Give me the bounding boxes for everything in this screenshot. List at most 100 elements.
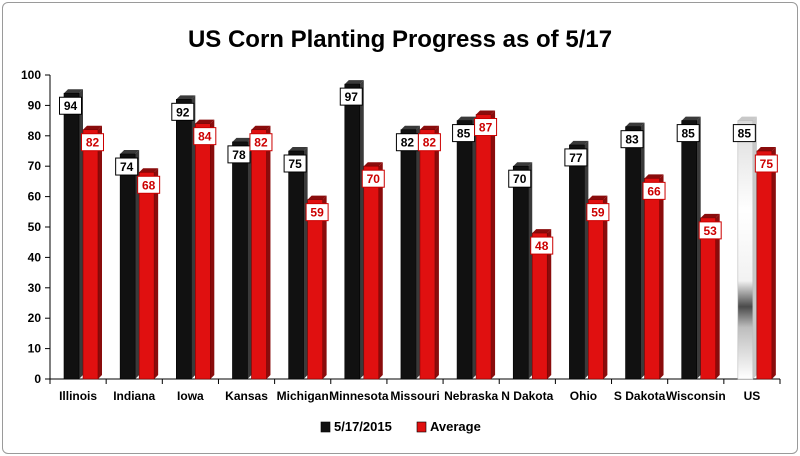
bar-5172015-top — [288, 147, 308, 151]
y-tick-label: 70 — [28, 159, 42, 173]
data-label-average: 70 — [367, 172, 381, 186]
bar-average — [307, 199, 323, 380]
bar-average-side — [210, 119, 215, 379]
data-label-average-box — [249, 133, 273, 152]
data-label-2015: 97 — [345, 90, 359, 104]
bar-average — [138, 171, 155, 380]
legend-label: 5/17/2015 — [334, 419, 392, 434]
bar-5172015-side — [752, 116, 757, 379]
bar-average-top — [307, 195, 327, 200]
bar-5172015 — [119, 153, 136, 380]
y-tick-label: 50 — [28, 220, 42, 234]
y-tick-label: 100 — [21, 68, 41, 82]
data-label-2015: 74 — [120, 160, 134, 174]
legend-label: Average — [430, 419, 481, 434]
data-label-average: 66 — [647, 184, 661, 198]
x-tick-label: Iowa — [177, 389, 204, 403]
bar-5172015-top — [344, 80, 364, 85]
x-tick-label: Michigan — [277, 389, 329, 403]
bar-average — [195, 123, 211, 380]
y-tick-label: 60 — [28, 190, 42, 204]
data-label-average-box — [586, 203, 610, 222]
x-tick-label: Kansas — [225, 389, 268, 403]
data-label-average-box — [530, 236, 554, 255]
data-label-average: 82 — [423, 136, 437, 150]
bar-average-top — [700, 213, 720, 218]
y-tick-label: 0 — [34, 372, 41, 386]
data-label-2015: 77 — [569, 151, 583, 165]
bar-average-side — [659, 174, 664, 379]
data-label-2015-box — [564, 148, 588, 167]
bar-5172015-side — [640, 122, 645, 380]
bar-5172015-top — [457, 116, 477, 121]
chart-title: US Corn Planting Progress as of 5/17 — [188, 26, 612, 53]
bar-average-side — [378, 162, 383, 379]
data-label-2015: 70 — [513, 172, 527, 186]
bar-5172015-side — [303, 147, 308, 379]
bar-5172015-top — [625, 122, 645, 127]
bar-5172015-side — [696, 116, 701, 379]
bar-average-top — [139, 168, 159, 173]
bar-average-top — [756, 147, 776, 151]
data-label-average: 75 — [760, 157, 774, 171]
bar-5172015-side — [415, 125, 420, 379]
y-tick-label: 90 — [28, 98, 42, 112]
bar-average-top — [195, 119, 215, 124]
data-label-average-box — [137, 175, 161, 194]
data-label-average: 82 — [254, 136, 268, 150]
legend-swatch — [416, 421, 427, 433]
bar-5172015-top — [120, 150, 140, 155]
bar-5172015-side — [528, 162, 533, 379]
x-tick-label: Ohio — [570, 389, 597, 403]
bar-average-side — [547, 229, 552, 379]
y-tick-label: 20 — [28, 311, 42, 325]
bar-average-side — [434, 125, 439, 379]
bar-average-top — [363, 162, 383, 167]
bar-5172015 — [176, 99, 192, 380]
bar-5172015 — [625, 126, 641, 380]
data-label-average-box — [698, 221, 722, 240]
bar-average — [475, 114, 492, 380]
legend-swatch — [320, 421, 331, 433]
bar-5172015 — [63, 92, 80, 380]
data-label-average-box — [361, 169, 385, 188]
bar-5172015-top — [232, 137, 252, 142]
bar-5172015-side — [584, 140, 589, 379]
data-label-2015-box — [508, 169, 532, 188]
data-label-2015-box — [115, 157, 139, 176]
bar-5172015-top — [737, 116, 757, 121]
data-label-2015-box — [620, 130, 644, 149]
data-label-2015: 82 — [401, 136, 415, 150]
data-label-2015: 85 — [457, 127, 471, 141]
bar-5172015-top — [64, 89, 83, 94]
y-tick-label: 30 — [28, 281, 42, 295]
data-label-average-box — [474, 118, 498, 137]
x-tick-label: Wisconsin — [666, 389, 726, 403]
bar-5172015-top — [513, 162, 533, 167]
data-label-average: 59 — [591, 206, 605, 220]
bar-5172015-side — [191, 95, 196, 379]
data-label-average: 84 — [198, 130, 212, 144]
x-tick-label: S Dakota — [614, 389, 666, 403]
data-label-average: 48 — [535, 239, 549, 253]
bar-5172015 — [344, 83, 361, 380]
bar-average-side — [715, 213, 720, 379]
bar-average-top — [588, 195, 608, 200]
data-label-average: 82 — [86, 136, 100, 150]
data-label-average-box — [417, 133, 441, 152]
bar-average-top — [251, 125, 271, 130]
bar-average-top — [419, 125, 439, 130]
data-label-2015: 85 — [682, 127, 696, 141]
data-label-average-box — [305, 203, 329, 222]
x-tick-label: Indiana — [113, 389, 155, 403]
bar-average-side — [154, 168, 159, 379]
bar-average-side — [491, 110, 496, 380]
bar-average-side — [603, 195, 608, 379]
bar-5172015-top — [176, 95, 196, 100]
bar-average — [700, 217, 716, 380]
data-label-average-box — [754, 154, 778, 173]
bar-average — [531, 232, 548, 380]
bar-average — [644, 178, 660, 380]
y-tick-label: 10 — [28, 342, 42, 356]
